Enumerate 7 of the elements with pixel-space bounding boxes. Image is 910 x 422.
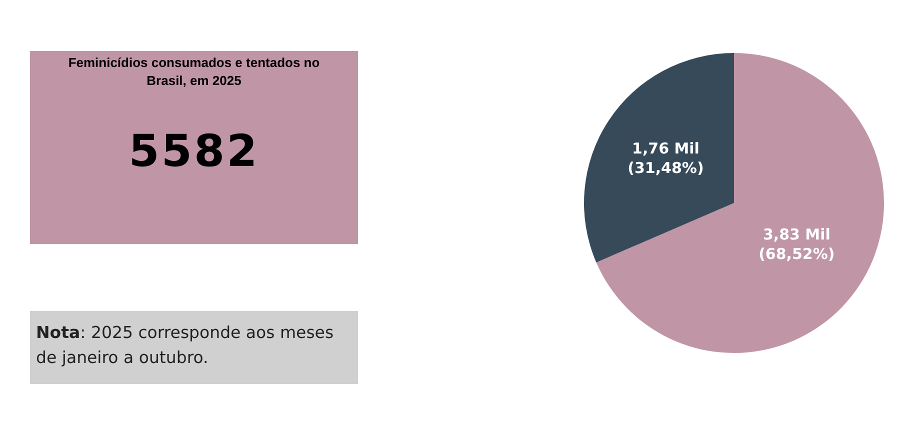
text: Feminicídios consumados e tentados no Brasil, em 2025 bbox=[67, 54, 321, 90]
text: 5582 bbox=[128, 126, 260, 177]
data-label: 1,76 Mil (31,48%) bbox=[628, 139, 704, 177]
pie-slice bbox=[584, 53, 734, 262]
pie-slice bbox=[596, 53, 884, 353]
text: Nota: 2025 corresponde aos meses de janeiro a outubro. bbox=[30, 311, 358, 384]
data-label: 3,83 Mil (68,52%) bbox=[758, 225, 835, 263]
